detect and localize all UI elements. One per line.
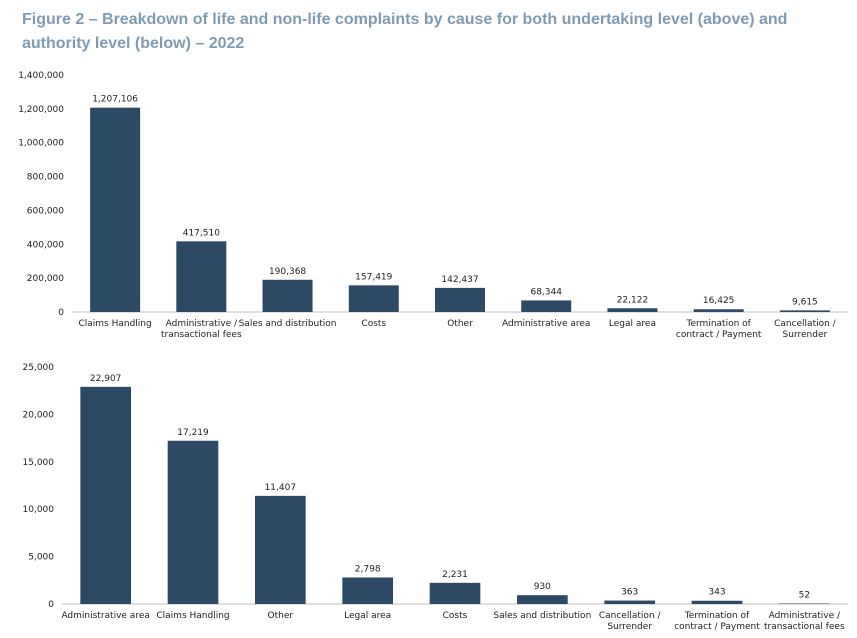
bar [255, 495, 306, 604]
bar [348, 285, 399, 312]
bar [517, 595, 568, 604]
y-tick-label: 1,200,000 [18, 105, 64, 115]
data-label: 1,207,106 [92, 95, 138, 105]
data-label: 2,798 [355, 564, 381, 574]
category-label: Termination of contract / Payment [674, 611, 760, 632]
data-label: 157,419 [355, 272, 392, 282]
bar [434, 287, 486, 312]
bar [691, 600, 743, 604]
category-label: Administrative area [502, 319, 590, 329]
data-label: 52 [799, 591, 810, 601]
category-label: Cancellation / Surrender [774, 319, 837, 340]
bar [429, 582, 481, 604]
bar [521, 300, 572, 312]
category-label: Sales and distribution [239, 319, 337, 329]
undertaking-level-bar-chart: 0 200,000 400,000 600,000 800,000 1,000,000 1,… [18, 71, 848, 340]
data-label: 2,231 [442, 570, 468, 580]
category-label: Other [447, 319, 473, 329]
data-label: 142,437 [441, 275, 478, 285]
data-label: 16,425 [703, 296, 735, 306]
y-tick-label: 0 [48, 600, 54, 610]
bar [779, 310, 830, 312]
y-tick-label: 0 [58, 308, 64, 318]
data-label: 22,907 [90, 374, 122, 384]
category-label: Cancellation / Surrender [599, 611, 662, 632]
data-label: 343 [708, 588, 725, 598]
y-tick-label: 10,000 [23, 505, 55, 515]
data-label: 363 [621, 588, 638, 598]
y-tick-label: 15,000 [23, 458, 55, 468]
y-tick-label: 400,000 [27, 240, 64, 250]
category-label: Legal area [609, 319, 656, 329]
category-label: Other [268, 611, 294, 621]
y-tick-label: 800,000 [27, 173, 64, 183]
category-label: Costs [443, 611, 468, 621]
bar [167, 440, 219, 604]
bar [693, 309, 744, 312]
bar [604, 600, 655, 604]
y-tick-label: 25,000 [23, 363, 55, 373]
data-label: 11,407 [265, 483, 297, 493]
category-label: Claims Handling [78, 319, 151, 329]
category-label: Claims Handling [156, 611, 229, 621]
data-label: 930 [534, 582, 551, 592]
bar [90, 107, 141, 312]
category-label: Administrative area [61, 611, 149, 621]
y-tick-label: 200,000 [27, 274, 64, 284]
category-label: Costs [361, 319, 386, 329]
data-label: 68,344 [530, 287, 562, 297]
figure-title: Figure 2 – Breakdown of life and non-lif… [22, 11, 788, 52]
category-label: Administrative / transactional fees [161, 319, 242, 340]
category-label: Legal area [344, 611, 391, 621]
y-tick-label: 1,000,000 [18, 139, 64, 149]
y-tick-label: 20,000 [23, 410, 55, 420]
y-tick-label: 1,400,000 [18, 71, 64, 81]
authority-level-bar-chart: 0 5,000 10,000 15,000 20,000 25,000 22,907 Admi… [23, 363, 848, 632]
data-label: 417,510 [183, 228, 220, 238]
bar [262, 279, 313, 312]
bar [607, 308, 658, 312]
bar [342, 577, 393, 604]
category-label: Sales and distribution [493, 611, 591, 621]
data-label: 9,615 [792, 297, 818, 307]
bar [176, 241, 227, 312]
data-label: 190,368 [269, 267, 306, 277]
bar [80, 386, 131, 604]
category-label: Administrative / transactional fees [764, 611, 845, 632]
data-label: 22,122 [617, 295, 649, 305]
y-tick-label: 600,000 [27, 206, 64, 216]
data-label: 17,219 [177, 428, 209, 438]
y-tick-label: 5,000 [28, 553, 54, 563]
category-label: Termination of contract / Payment [676, 319, 762, 340]
